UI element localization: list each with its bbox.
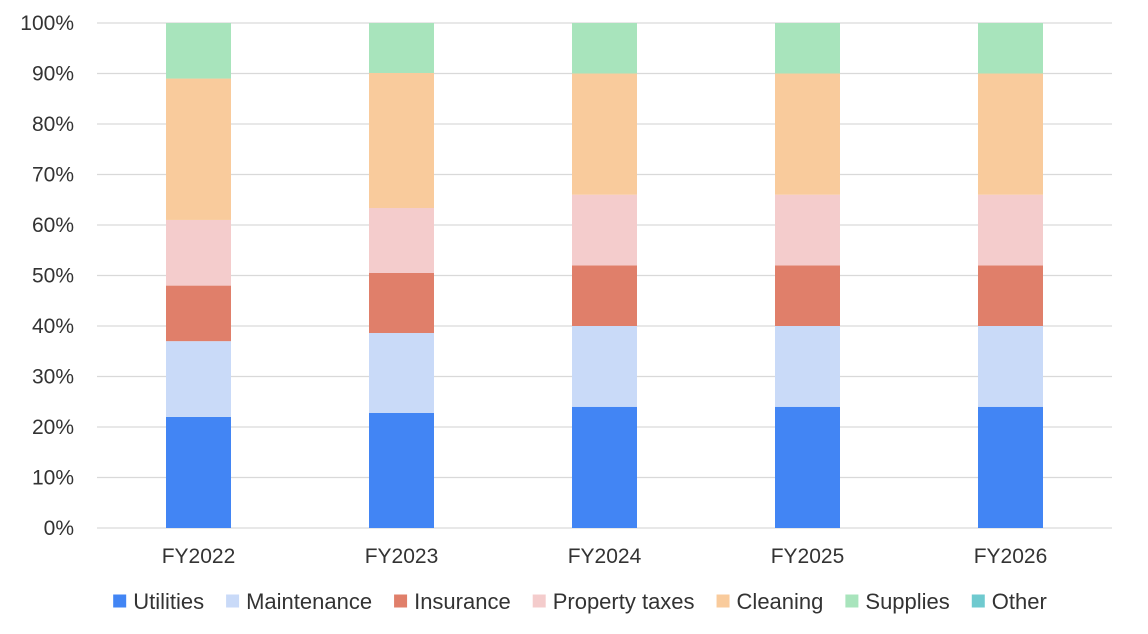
legend-item-other: Other	[971, 589, 1047, 614]
legend-label: Insurance	[414, 589, 511, 614]
bar-segment-property-taxes-fy2026	[978, 194, 1043, 266]
bar-segment-utilities-fy2024	[572, 406, 637, 528]
legend-swatch	[532, 594, 546, 608]
y-tick-label: 80%	[32, 113, 74, 136]
bar-segment-property-taxes-fy2025	[775, 194, 840, 266]
legend: Utilities Maintenance Insurance Property ta…	[113, 589, 1047, 614]
y-tick-label: 90%	[32, 63, 74, 86]
legend-label: Other	[992, 589, 1047, 614]
legend-item-property-taxes: Property taxes	[532, 589, 695, 614]
legend-label: Utilities	[133, 589, 204, 614]
legend-item-supplies: Supplies	[845, 589, 950, 614]
bar-segment-property-taxes-fy2023	[369, 208, 434, 273]
bar-segment-supplies-fy2022	[166, 23, 231, 79]
bar-segment-utilities-fy2022	[166, 416, 231, 528]
bar-segment-maintenance-fy2022	[166, 341, 231, 417]
bar-segment-insurance-fy2023	[369, 273, 434, 333]
y-tick-label: 20%	[32, 416, 74, 439]
bar-segment-utilities-fy2026	[978, 406, 1043, 528]
bar-segment-maintenance-fy2026	[978, 326, 1043, 407]
legend-swatch	[113, 594, 127, 608]
bar-segment-cleaning-fy2026	[978, 73, 1043, 195]
legend-item-utilities: Utilities	[113, 589, 204, 614]
bar-segment-property-taxes-fy2024	[572, 194, 637, 266]
x-tick-label: FY2025	[771, 545, 845, 568]
legend-label: Cleaning	[737, 589, 824, 614]
y-tick-label: 10%	[32, 467, 74, 490]
legend-item-insurance: Insurance	[394, 589, 511, 614]
x-tick-label: FY2026	[974, 545, 1048, 568]
y-tick-label: 50%	[32, 265, 74, 288]
bar-segment-cleaning-fy2025	[775, 73, 840, 195]
x-tick-label: FY2022	[162, 545, 236, 568]
bar-segment-insurance-fy2025	[775, 265, 840, 326]
legend-label: Supplies	[865, 589, 949, 614]
y-tick-label: 100%	[20, 12, 74, 35]
legend-label: Property taxes	[553, 589, 695, 614]
bar-segment-insurance-fy2022	[166, 285, 231, 342]
x-tick-label: FY2023	[365, 545, 439, 568]
bar-segment-cleaning-fy2023	[369, 73, 434, 208]
bar-segment-maintenance-fy2023	[369, 333, 434, 413]
bar-segment-supplies-fy2025	[775, 23, 840, 74]
legend-item-cleaning: Cleaning	[716, 589, 824, 614]
legend-swatch	[716, 594, 730, 608]
y-tick-label: 0%	[44, 517, 74, 540]
x-axis-tick-labels: FY2022 FY2023 FY2024 FY2025 FY2026	[162, 545, 1048, 568]
y-axis-tick-labels: 0% 10% 20% 30% 40% 50% 60% 70% 80% 90% 100%	[20, 12, 74, 540]
bar-segment-property-taxes-fy2022	[166, 219, 231, 286]
bar-segment-utilities-fy2023	[369, 413, 434, 528]
y-tick-label: 40%	[32, 315, 74, 338]
legend-swatch	[394, 594, 408, 608]
bar-segment-cleaning-fy2024	[572, 73, 637, 195]
legend-swatch	[845, 594, 859, 608]
legend-item-maintenance: Maintenance	[226, 589, 372, 614]
bar-segment-utilities-fy2025	[775, 406, 840, 528]
legend-swatch	[226, 594, 240, 608]
legend-label: Maintenance	[246, 589, 372, 614]
bar-segment-cleaning-fy2022	[166, 78, 231, 220]
bar-segment-supplies-fy2026	[978, 23, 1043, 74]
bar-segment-supplies-fy2023	[369, 23, 434, 73]
legend-swatch	[971, 594, 985, 608]
bar-segment-maintenance-fy2024	[572, 326, 637, 407]
bar-segment-maintenance-fy2025	[775, 326, 840, 407]
y-tick-label: 70%	[32, 164, 74, 187]
x-tick-label: FY2024	[568, 545, 642, 568]
bar-segment-supplies-fy2024	[572, 23, 637, 74]
bars	[166, 23, 1043, 528]
bar-segment-insurance-fy2026	[978, 265, 1043, 326]
bar-segment-insurance-fy2024	[572, 265, 637, 326]
y-tick-label: 30%	[32, 366, 74, 389]
y-tick-label: 60%	[32, 214, 74, 237]
